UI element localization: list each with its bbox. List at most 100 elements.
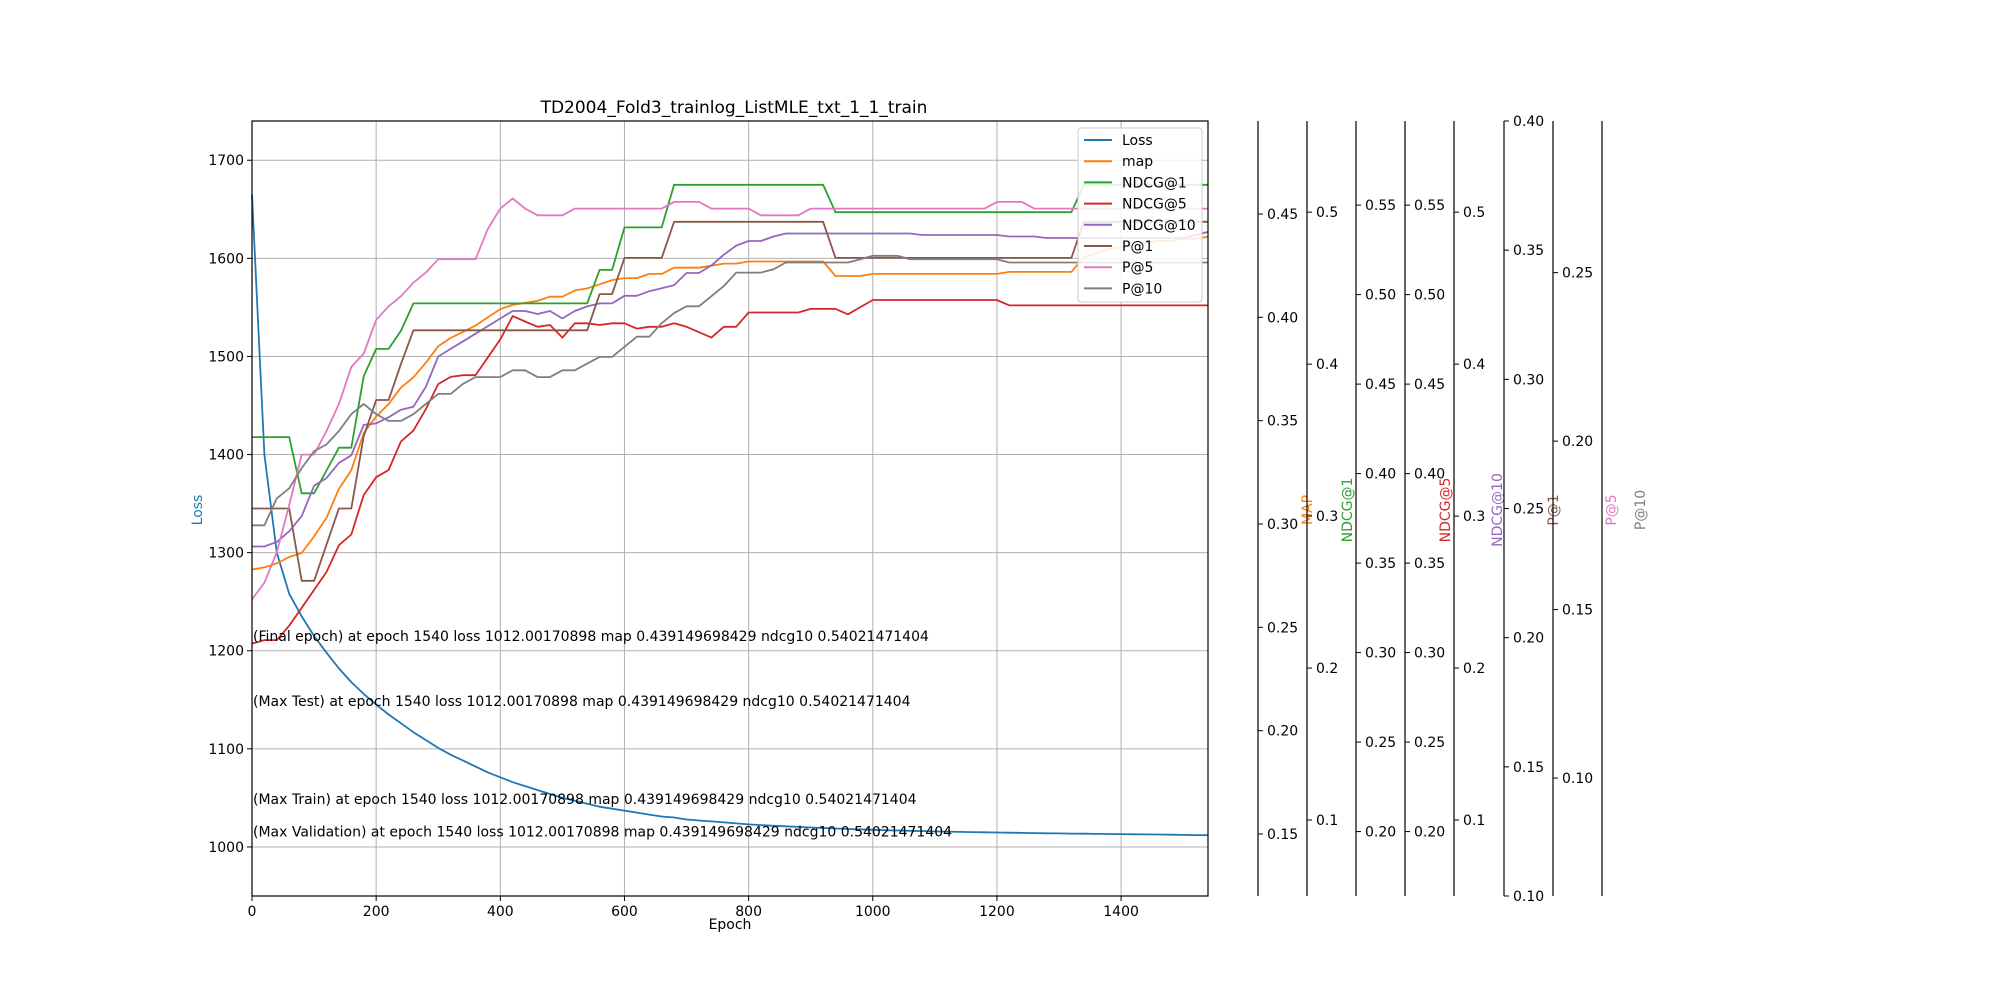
secondary-tick-label: 0.30 [1267,517,1298,533]
x-axis-label: Epoch [709,917,752,933]
legend-entry: P@10 [1122,281,1162,297]
series-line-p-10 [252,254,1208,527]
secondary-tick-label: 0.30 [1414,646,1445,662]
x-tick-label: 200 [363,904,390,920]
y-axis-loss: 1000 1100 1200 1300 1400 1500 1600 1700 [208,153,252,856]
secondary-tick-label: 0.15 [1513,760,1544,776]
chart-title: TD2004_Fold3_trainlog_ListMLE_txt_1_1_tr… [540,98,928,118]
secondary-tick-label: 0.45 [1365,377,1396,393]
secondary-tick-label: 0.10 [1562,771,1593,787]
secondary-tick-label: 0.35 [1414,556,1445,572]
y-tick-label: 1000 [208,840,244,856]
grid-lines [251,121,1208,896]
secondary-axis-label: P@1 [1546,494,1562,525]
series-line-ndcg-10 [252,231,1209,548]
secondary-axes: 0.15 0.20 0.25 0.30 0.35 0.40 0.45 MAP 0.1 0.2 0.3… [1257,114,1649,905]
annotation-text: (Max Test) at epoch 1540 loss 1012.00170… [253,694,911,710]
y-tick-label: 1300 [208,546,244,562]
secondary-tick-label: 0.30 [1365,646,1396,662]
legend-entry: NDCG@10 [1122,218,1196,234]
secondary-axis-label: MAP [1300,495,1316,525]
secondary-tick-label: 0.25 [1562,266,1593,282]
x-tick-label: 1000 [855,904,891,920]
secondary-tick-label: 0.5 [1316,205,1338,221]
series-line-ndcg-5 [251,299,1208,645]
secondary-tick-label: 0.40 [1513,114,1544,130]
secondary-tick-label: 0.20 [1562,434,1593,450]
legend: Loss map NDCG@1 NDCG@5 NDCG@10 P@1 P@5 P@10 [1077,127,1203,303]
x-tick-label: 1400 [1103,904,1139,920]
series-line-p-1 [252,220,1208,582]
secondary-tick-label: 0.25 [1365,735,1396,751]
secondary-tick-label: 0.4 [1316,357,1338,373]
secondary-tick-label: 0.15 [1267,827,1298,843]
secondary-tick-label: 0.45 [1267,207,1298,223]
y-tick-label: 1400 [208,448,244,464]
secondary-axis-label: P@5 [1604,494,1620,525]
plot-frame [251,120,1209,897]
legend-entry: NDCG@5 [1122,197,1187,213]
legend-entry: map [1122,154,1153,170]
annotations: (Final epoch) at epoch 1540 loss 1012.00… [253,629,952,840]
y-tick-label: 1500 [208,349,244,365]
legend-box [1077,127,1203,303]
y-tick-label: 1100 [208,742,244,758]
secondary-tick-label: 0.40 [1365,467,1396,483]
secondary-tick-label: 0.35 [1267,414,1298,430]
secondary-tick-label: 0.35 [1365,556,1396,572]
secondary-axis-label: P@10 [1633,490,1649,530]
secondary-tick-label: 0.3 [1316,509,1338,525]
secondary-tick-label: 0.45 [1414,377,1445,393]
secondary-tick-label: 0.50 [1365,288,1396,304]
series-lines [251,183,1209,837]
y-tick-label: 1700 [208,153,244,169]
secondary-tick-label: 0.1 [1316,813,1338,829]
secondary-tick-label: 0.4 [1463,357,1485,373]
secondary-axis-label: NDCG@10 [1490,473,1506,547]
annotation-text: (Final epoch) at epoch 1540 loss 1012.00… [253,629,929,645]
secondary-tick-label: 0.25 [1414,735,1445,751]
x-tick-label: 1200 [979,904,1015,920]
series-line-p-5 [251,197,1208,601]
legend-entry: Loss [1122,133,1153,149]
secondary-axis-label: NDCG@5 [1438,478,1454,543]
y-tick-label: 1600 [208,251,244,267]
x-tick-label: 600 [611,904,638,920]
secondary-tick-label: 0.30 [1513,372,1544,388]
secondary-tick-label: 0.25 [1513,502,1544,518]
x-axis: 0 200 400 600 800 1000 1200 1400 [248,896,1139,920]
secondary-tick-label: 0.20 [1414,825,1445,841]
secondary-tick-label: 0.20 [1513,631,1544,647]
secondary-tick-label: 0.15 [1562,603,1593,619]
x-tick-label: 0 [248,904,257,920]
secondary-tick-label: 0.55 [1414,198,1445,214]
secondary-tick-label: 0.40 [1267,310,1298,326]
annotation-text: (Max Validation) at epoch 1540 loss 1012… [253,824,952,840]
secondary-tick-label: 0.50 [1414,288,1445,304]
annotation-text: (Max Train) at epoch 1540 loss 1012.0017… [253,792,917,808]
secondary-tick-label: 0.2 [1463,661,1485,677]
y-tick-label: 1200 [208,644,244,660]
secondary-axis-label: NDCG@1 [1340,478,1356,543]
legend-entry: P@1 [1122,239,1153,255]
secondary-tick-label: 0.20 [1267,724,1298,740]
secondary-tick-label: 0.20 [1365,825,1396,841]
y-axis-label: Loss [190,495,206,526]
secondary-tick-label: 0.35 [1513,243,1544,259]
x-tick-label: 800 [735,904,762,920]
legend-entry: NDCG@1 [1122,175,1187,191]
series-line-map [251,235,1209,571]
secondary-tick-label: 0.55 [1365,198,1396,214]
secondary-tick-label: 0.3 [1463,509,1485,525]
secondary-tick-label: 0.10 [1513,889,1544,905]
secondary-tick-label: 0.2 [1316,661,1338,677]
legend-entry: P@5 [1122,260,1153,276]
series-line-ndcg-1 [252,183,1208,495]
secondary-tick-label: 0.1 [1463,813,1485,829]
secondary-tick-label: 0.40 [1414,467,1445,483]
series-line-loss [251,194,1209,837]
x-tick-label: 400 [487,904,514,920]
secondary-tick-label: 0.5 [1463,205,1485,221]
